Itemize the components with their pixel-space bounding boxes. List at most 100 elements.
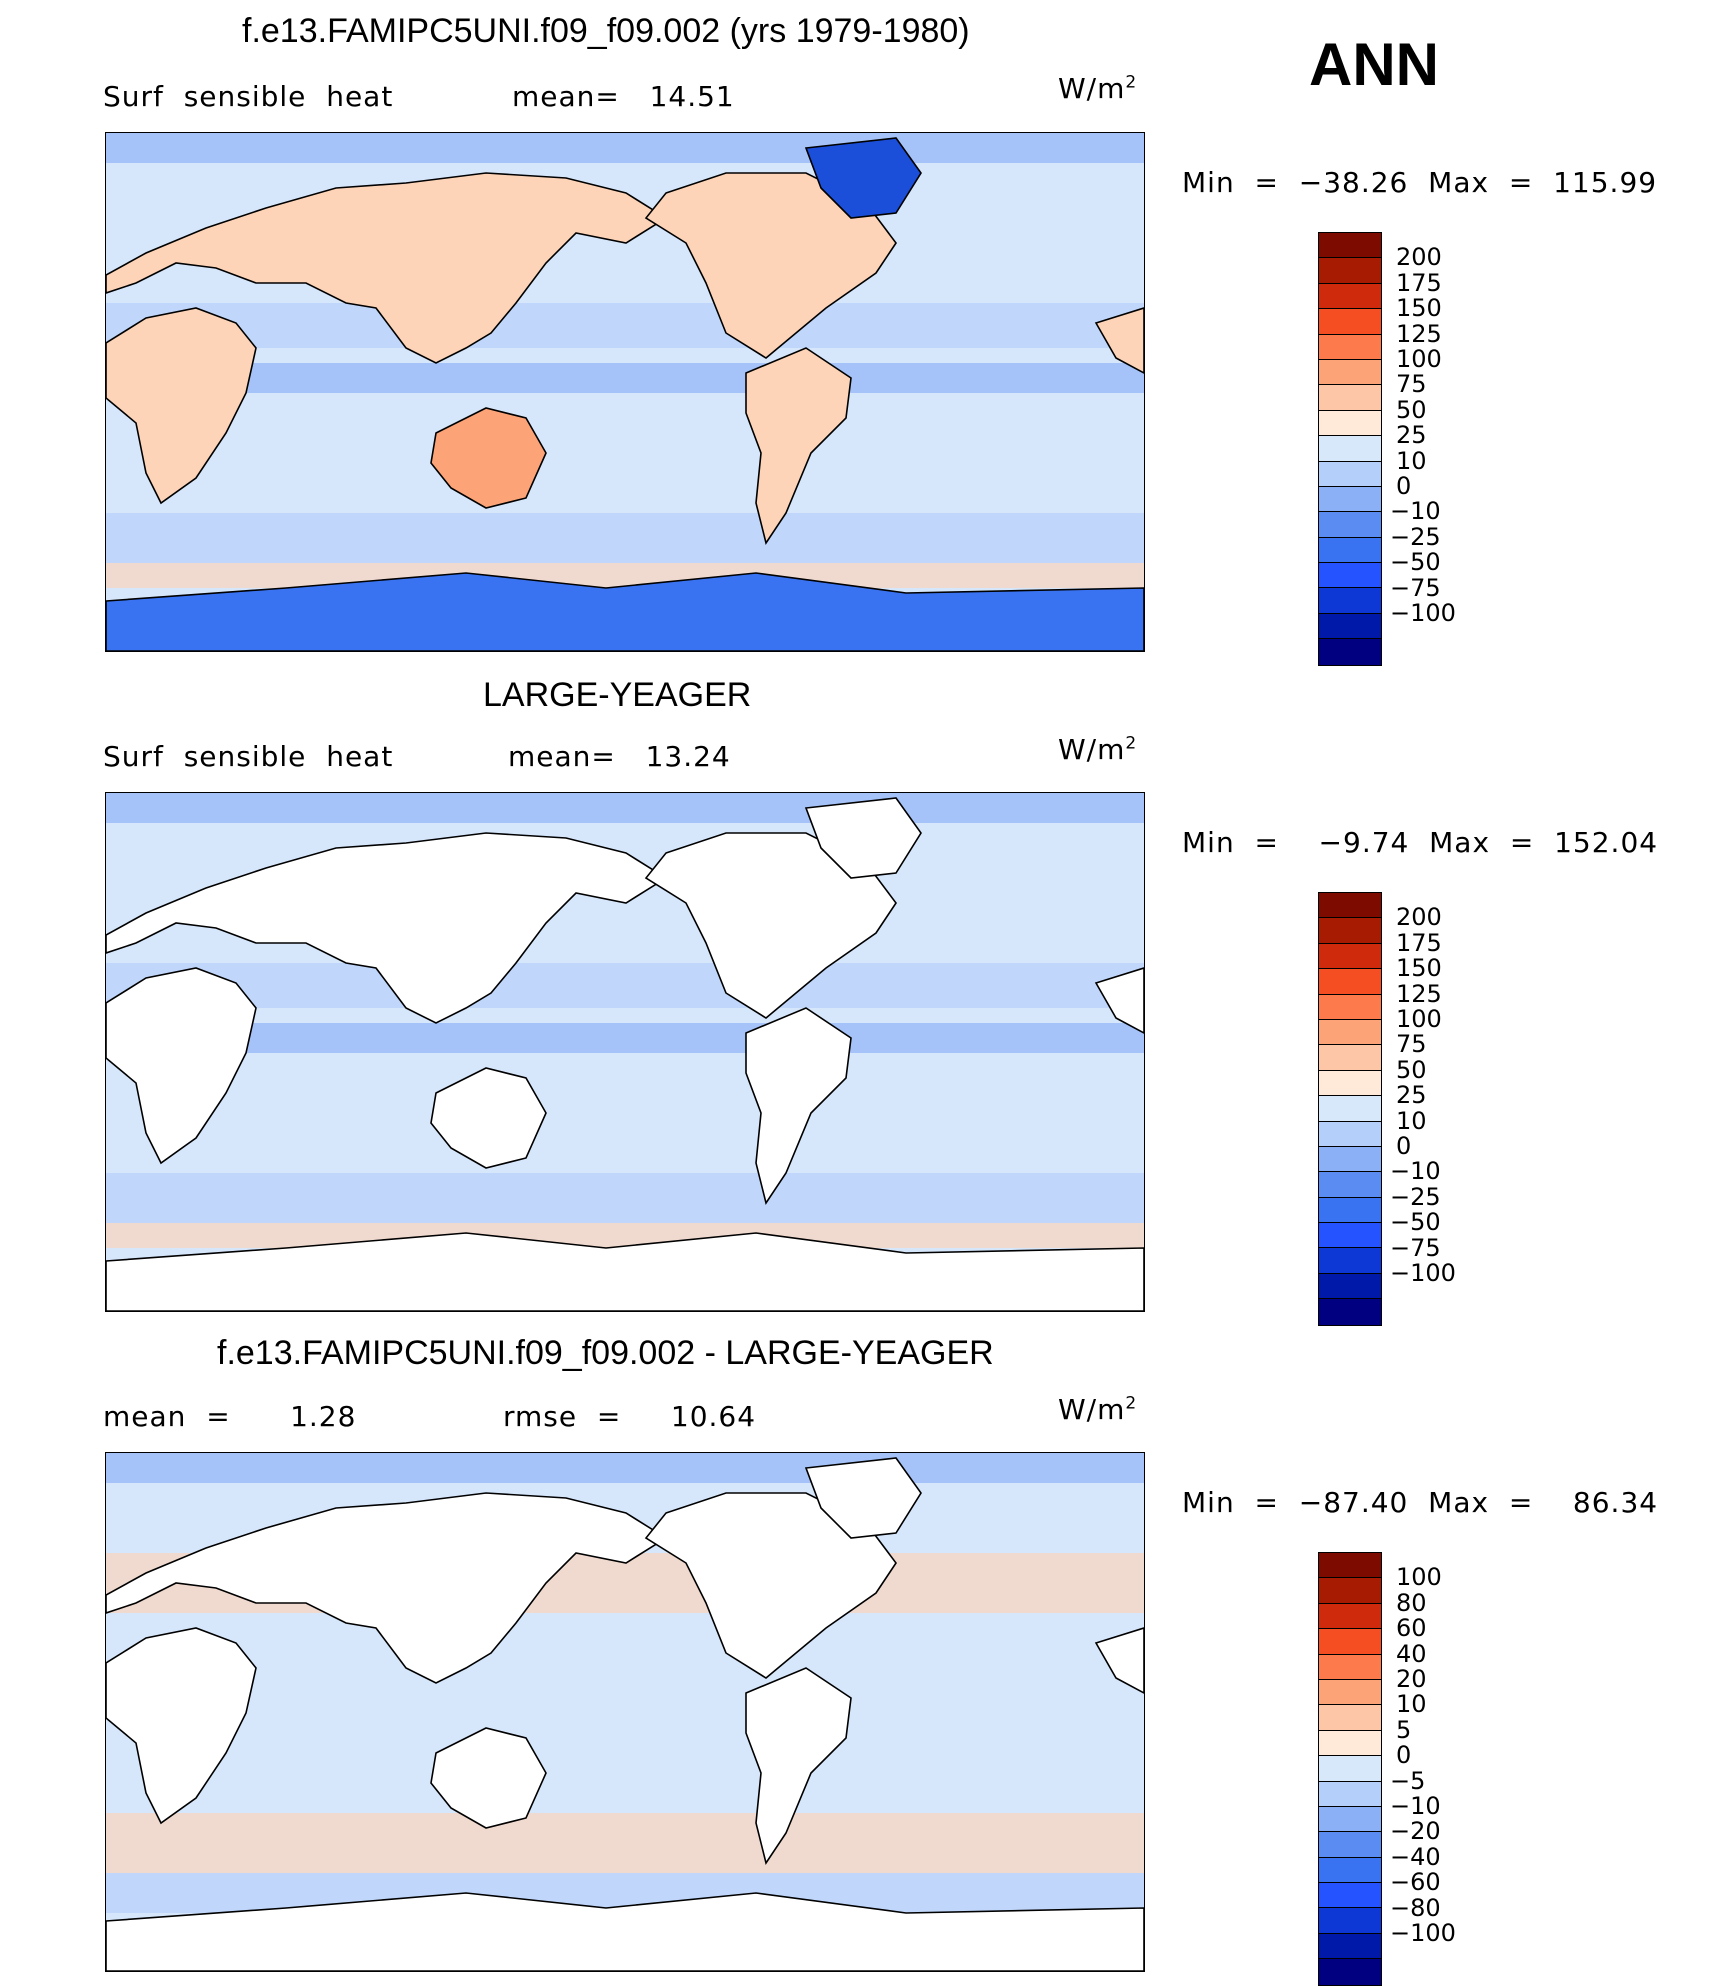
colorbar-swatch — [1319, 1096, 1381, 1122]
units-label: W/m2 — [1058, 1393, 1138, 1426]
colorbar-tick-label: −40 — [1390, 1842, 1441, 1871]
colorbar-tick-label: −100 — [1390, 1259, 1456, 1287]
continent-greenland — [804, 137, 922, 219]
ocean-band — [106, 1453, 1144, 1483]
world-map — [105, 132, 1145, 652]
colorbar-swatch — [1319, 994, 1381, 1020]
ocean-band — [106, 133, 1144, 163]
continent-eurasia — [106, 1492, 668, 1684]
colorbar-swatch — [1319, 1781, 1381, 1807]
continent-australia — [430, 407, 547, 509]
continent-africa-wrap — [1094, 967, 1144, 1034]
panel-title: f.e13.FAMIPC5UNI.f09_f09.002 (yrs 1979-1… — [242, 12, 970, 50]
colorbar-tick-label: 25 — [1396, 1081, 1427, 1110]
colorbar — [1318, 1552, 1382, 1986]
colorbar-swatch — [1319, 309, 1381, 335]
colorbar-swatch — [1319, 1223, 1381, 1249]
continent-greenland — [804, 1457, 922, 1539]
colorbar-swatch — [1319, 1629, 1381, 1655]
colorbar-swatch — [1319, 359, 1381, 386]
colorbar-tick-label: 20 — [1396, 1665, 1427, 1693]
colorbar-swatch — [1319, 613, 1381, 640]
variable-label: Surf sensible heat — [103, 740, 394, 773]
ocean-band — [106, 303, 1144, 348]
colorbar-tick-label: 50 — [1396, 1055, 1427, 1084]
colorbar-tick-label: −100 — [1390, 1919, 1456, 1947]
units-label: W/m2 — [1058, 733, 1138, 766]
colorbar-tick-label: 5 — [1396, 1715, 1412, 1744]
colorbar-tick-label: −100 — [1390, 599, 1456, 627]
colorbar-swatch — [1319, 334, 1381, 360]
colorbar-tick-label: 100 — [1396, 345, 1442, 373]
continent-australia — [430, 1727, 547, 1829]
colorbar — [1318, 232, 1382, 666]
colorbar-swatch — [1319, 1933, 1381, 1960]
colorbar-swatch — [1319, 1832, 1381, 1858]
colorbar-tick-label: 10 — [1396, 1690, 1427, 1719]
colorbar-tick-label: 40 — [1396, 1639, 1427, 1668]
colorbar-swatch — [1319, 1578, 1381, 1604]
continent-samerica — [745, 1007, 852, 1205]
ocean-band — [106, 963, 1144, 1008]
colorbar-swatch — [1319, 893, 1381, 919]
colorbar-tick-label: 75 — [1396, 370, 1427, 399]
colorbar-swatch — [1319, 1756, 1381, 1782]
colorbar-swatch — [1319, 639, 1381, 665]
colorbar-tick-label: 0 — [1396, 1132, 1412, 1160]
continent-africa — [106, 967, 257, 1165]
colorbar-swatch — [1319, 943, 1381, 970]
colorbar-tick-label: −75 — [1390, 573, 1441, 602]
colorbar-swatch — [1319, 1603, 1381, 1630]
colorbar-tick-label: −60 — [1390, 1868, 1441, 1897]
continent-namerica — [644, 832, 897, 1019]
ocean-band — [106, 513, 1144, 563]
ocean-band — [106, 1813, 1144, 1873]
ocean-band — [106, 793, 1144, 823]
colorbar-tick-label: −10 — [1390, 1157, 1441, 1186]
colorbar-swatch — [1319, 1299, 1381, 1325]
min-max-label: Min = −9.74 Max = 152.04 — [1182, 826, 1659, 859]
continent-antarctica — [106, 1232, 1144, 1311]
colorbar-swatch — [1319, 1705, 1381, 1731]
colorbar-tick-label: 200 — [1396, 903, 1442, 932]
colorbar-tick-label: 25 — [1396, 421, 1427, 450]
colorbar-swatch — [1319, 1248, 1381, 1274]
colorbar-tick-label: 0 — [1396, 472, 1412, 500]
mean-label: mean= 14.51 — [512, 80, 735, 113]
ocean-band — [106, 1023, 1144, 1053]
colorbar-tick-label: 175 — [1396, 928, 1442, 957]
colorbar-swatch — [1319, 1654, 1381, 1680]
colorbar-tick-label: 200 — [1396, 243, 1442, 272]
ocean-band — [106, 1223, 1144, 1248]
continent-antarctica — [106, 1892, 1144, 1971]
continent-australia — [430, 1067, 547, 1169]
variable-label: Surf sensible heat — [103, 80, 394, 113]
units-label: W/m2 — [1058, 72, 1138, 105]
colorbar-swatch — [1319, 1959, 1381, 1985]
map-svg — [106, 133, 1144, 651]
colorbar-tick-label: 75 — [1396, 1030, 1427, 1059]
colorbar-tick-label: −75 — [1390, 1233, 1441, 1262]
colorbar-swatch — [1319, 1679, 1381, 1706]
colorbar-swatch — [1319, 258, 1381, 284]
min-max-label: Min = −87.40 Max = 86.34 — [1182, 1486, 1659, 1519]
colorbar-swatch — [1319, 1273, 1381, 1300]
colorbar-tick-label: 80 — [1396, 1588, 1427, 1617]
colorbar-tick-label: 125 — [1396, 319, 1442, 348]
colorbar-swatch — [1319, 385, 1381, 411]
colorbar-tick-label: 10 — [1396, 446, 1427, 475]
colorbar-tick-label: −20 — [1390, 1817, 1441, 1846]
colorbar-swatch — [1319, 1857, 1381, 1884]
colorbar-tick-label: 10 — [1396, 1106, 1427, 1135]
continent-samerica — [745, 1667, 852, 1865]
continent-africa — [106, 307, 257, 505]
colorbar-swatch — [1319, 918, 1381, 944]
continent-samerica — [745, 347, 852, 545]
world-map — [105, 1452, 1145, 1972]
ocean-band — [106, 363, 1144, 393]
colorbar-swatch — [1319, 1908, 1381, 1934]
colorbar-swatch — [1319, 283, 1381, 310]
colorbar-tick-label: −50 — [1390, 1208, 1441, 1237]
colorbar-tick-label: −25 — [1390, 522, 1441, 551]
colorbar-swatch — [1319, 1146, 1381, 1173]
